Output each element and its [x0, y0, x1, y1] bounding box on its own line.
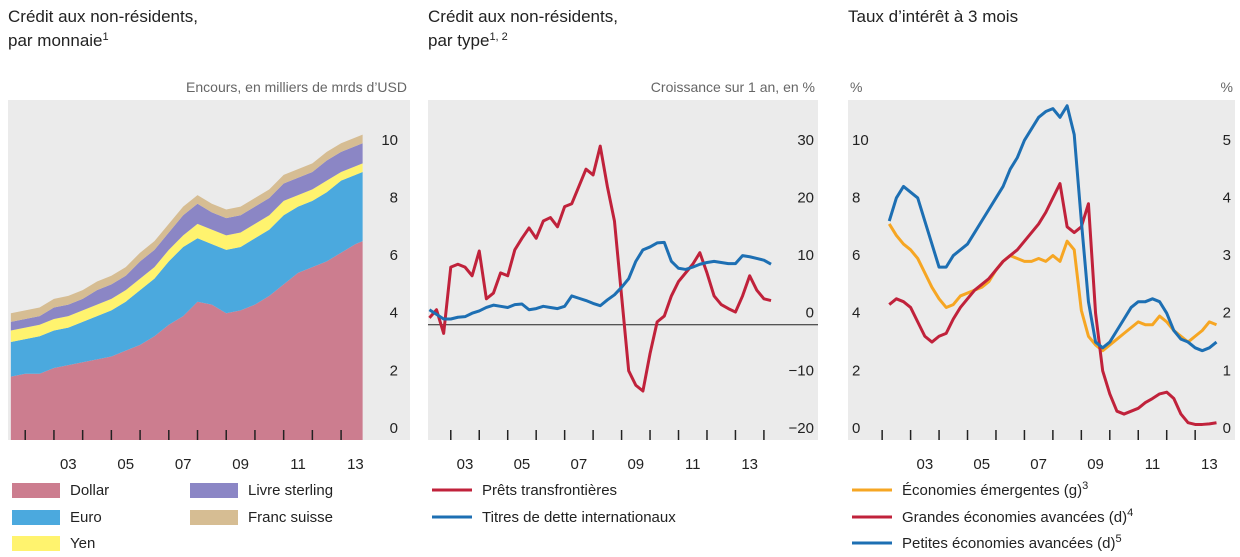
area — [10, 134, 363, 322]
x-tick-label: 05 — [514, 456, 531, 473]
y-tick-label: 8 — [852, 189, 860, 206]
legend-footnote: 4 — [1127, 507, 1133, 519]
title-footnote: 1 — [103, 31, 109, 43]
y-tick-label: 6 — [852, 247, 860, 264]
legend-swatch — [190, 510, 238, 525]
y-tick-label: 10 — [797, 247, 814, 264]
y-tick-label: 8 — [390, 189, 398, 206]
chart-title: par monnaie1 — [8, 31, 109, 50]
y2-tick-label: 1 — [1223, 362, 1231, 379]
y-axis-unit: Croissance sur 1 an, en % — [651, 79, 815, 95]
y2-tick-label: 3 — [1223, 247, 1231, 264]
y-tick-label: 4 — [390, 305, 398, 322]
x-tick-label: 11 — [290, 456, 306, 473]
area — [10, 172, 363, 377]
chart-title: par type1, 2 — [428, 31, 508, 50]
legend-label: Dollar — [70, 482, 109, 499]
y-tick-label: 20 — [797, 189, 814, 206]
legend-label: Économies émergentes (g)3 — [902, 480, 1088, 499]
y-tick-label: 0 — [852, 420, 860, 437]
x-tick-label: 09 — [1087, 456, 1104, 473]
legend-label: Yen — [70, 535, 95, 552]
title-text: Crédit aux non-résidents, — [428, 7, 618, 26]
legend-text: Prêts transfrontières — [482, 482, 617, 499]
x-tick-label: 13 — [347, 456, 364, 473]
title-text: Taux d’intérêt à 3 mois — [848, 7, 1018, 26]
legend-swatch — [12, 536, 60, 551]
legend-label: Grandes économies avancées (d)4 — [902, 507, 1133, 526]
x-tick-label: 11 — [685, 456, 701, 473]
line — [428, 240, 772, 321]
plot-background — [848, 100, 1235, 440]
y-axis-unit: Encours, en milliers de mrds d’USD — [186, 79, 407, 95]
title-text: Crédit aux non-résidents, — [8, 7, 198, 26]
legend-footnote: 3 — [1082, 480, 1088, 492]
line — [428, 144, 772, 393]
legend-text: Économies émergentes (g) — [902, 482, 1082, 499]
x-tick-label: 09 — [627, 456, 644, 473]
y-tick-label: −10 — [789, 362, 814, 379]
legend-label: Petites économies avancées (d)5 — [902, 533, 1122, 552]
y2-tick-label: 2 — [1223, 305, 1231, 322]
legend-footnote: 5 — [1115, 533, 1121, 545]
legend-text: Titres de dette internationaux — [482, 509, 676, 526]
y-tick-label: 30 — [797, 132, 814, 149]
legend-label: Livre sterling — [248, 482, 333, 499]
panel: Crédit aux non-résidents, par monnaie1 Enc… — [8, 7, 410, 552]
y2-tick-label: 5 — [1223, 132, 1231, 149]
x-tick-label: 13 — [741, 456, 758, 473]
area — [10, 163, 363, 343]
x-tick-label: 07 — [571, 456, 588, 473]
legend-swatch — [190, 483, 238, 498]
title-text: par monnaie — [8, 31, 103, 50]
area — [10, 241, 363, 440]
legend-label: Euro — [70, 509, 102, 526]
x-tick-label: 05 — [973, 456, 990, 473]
line — [887, 223, 1218, 353]
legend-label: Franc suisse — [248, 509, 333, 526]
x-tick-label: 03 — [916, 456, 933, 473]
y2-tick-label: 0 — [1223, 420, 1231, 437]
x-tick-label: 07 — [1030, 456, 1047, 473]
x-tick-label: 13 — [1201, 456, 1218, 473]
chart-title: Crédit aux non-résidents, — [428, 7, 618, 26]
y-tick-label: 0 — [390, 420, 398, 437]
x-tick-label: 11 — [1145, 456, 1161, 473]
legend-swatch — [12, 510, 60, 525]
legend-label: Titres de dette internationaux — [482, 509, 676, 526]
area — [10, 143, 363, 331]
y-tick-label: 10 — [381, 132, 398, 149]
legend-swatch — [12, 483, 60, 498]
panel: Taux d’intérêt à 3 mois% % 0 2 4 6 8 10 0 1 2 3 4 5 03… — [848, 7, 1235, 552]
title-footnote: 1, 2 — [489, 31, 507, 43]
line — [887, 104, 1218, 353]
y-axis-unit: % — [850, 79, 862, 95]
plot-background — [428, 100, 818, 440]
y-tick-label: 2 — [852, 362, 860, 379]
x-tick-label: 03 — [457, 456, 474, 473]
line — [888, 182, 1217, 426]
chart-title: Crédit aux non-résidents, — [8, 7, 198, 26]
legend-text: Petites économies avancées (d) — [902, 535, 1115, 552]
x-tick-label: 05 — [117, 456, 134, 473]
y-tick-label: −20 — [789, 420, 814, 437]
y-tick-label: 0 — [806, 305, 814, 322]
legend-text: Grandes économies avancées (d) — [902, 509, 1127, 526]
y-tick-label: 2 — [390, 362, 398, 379]
title-text: par type — [428, 31, 489, 50]
chart-title: Taux d’intérêt à 3 mois — [848, 7, 1018, 26]
y2-tick-label: 4 — [1223, 189, 1231, 206]
x-tick-label: 03 — [60, 456, 77, 473]
y-tick-label: 4 — [852, 305, 860, 322]
x-tick-label: 09 — [232, 456, 249, 473]
y-tick-label: 6 — [390, 247, 398, 264]
x-tick-label: 07 — [175, 456, 192, 473]
y-tick-label: 10 — [852, 132, 869, 149]
y2-axis-unit: % — [1221, 79, 1233, 95]
panel: Crédit aux non-résidents, par type1, 2 Cro… — [428, 7, 818, 526]
legend-label: Prêts transfrontières — [482, 482, 617, 499]
